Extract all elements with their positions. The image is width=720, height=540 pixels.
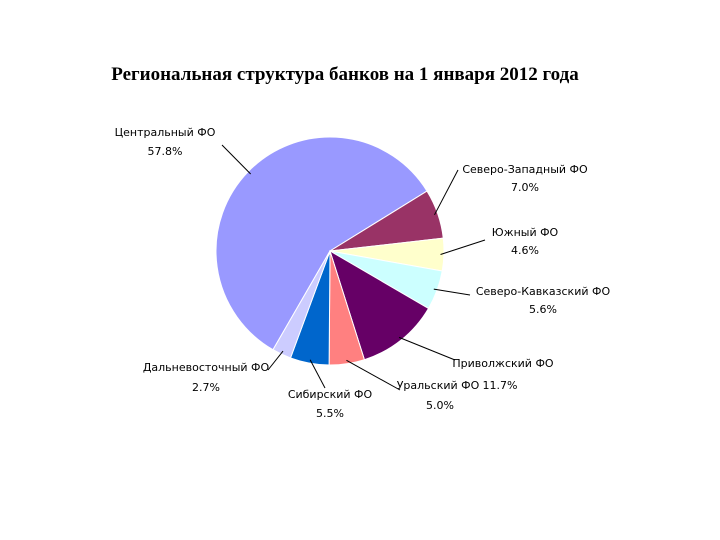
leader-line xyxy=(221,144,252,175)
category-label: Северо-Кавказский ФО xyxy=(476,285,611,298)
value-label: 4.6% xyxy=(511,244,539,257)
leader-line xyxy=(309,359,326,389)
category-label: Северо-Западный ФО xyxy=(462,163,588,176)
value-label: 5.6% xyxy=(529,303,557,316)
value-label: 57.8% xyxy=(148,145,183,158)
leader-line xyxy=(267,350,284,371)
leader-line xyxy=(434,169,459,216)
category-label: Центральный ФО xyxy=(115,126,216,139)
value-label: 2.7% xyxy=(192,381,220,394)
leader-line xyxy=(398,336,456,361)
pie-slice xyxy=(272,250,331,359)
category-label: Уральский ФО xyxy=(397,379,480,392)
leader-line xyxy=(433,288,471,296)
category-label: Дальневосточный ФО xyxy=(143,361,270,374)
leader-line xyxy=(346,359,401,391)
category-label: Южный ФО xyxy=(492,226,559,239)
category-label: Сибирский ФО xyxy=(288,388,373,401)
value-label: 11.7% xyxy=(483,379,518,392)
value-label: 5.0% xyxy=(426,399,454,412)
value-label: 5.5% xyxy=(316,407,344,420)
leader-line xyxy=(440,239,486,255)
value-label: 7.0% xyxy=(511,181,539,194)
pie-slice xyxy=(329,249,430,361)
chart-title: Региональная структура банков на 1 январ… xyxy=(111,64,579,85)
category-label: Приволжский ФО xyxy=(452,357,554,370)
